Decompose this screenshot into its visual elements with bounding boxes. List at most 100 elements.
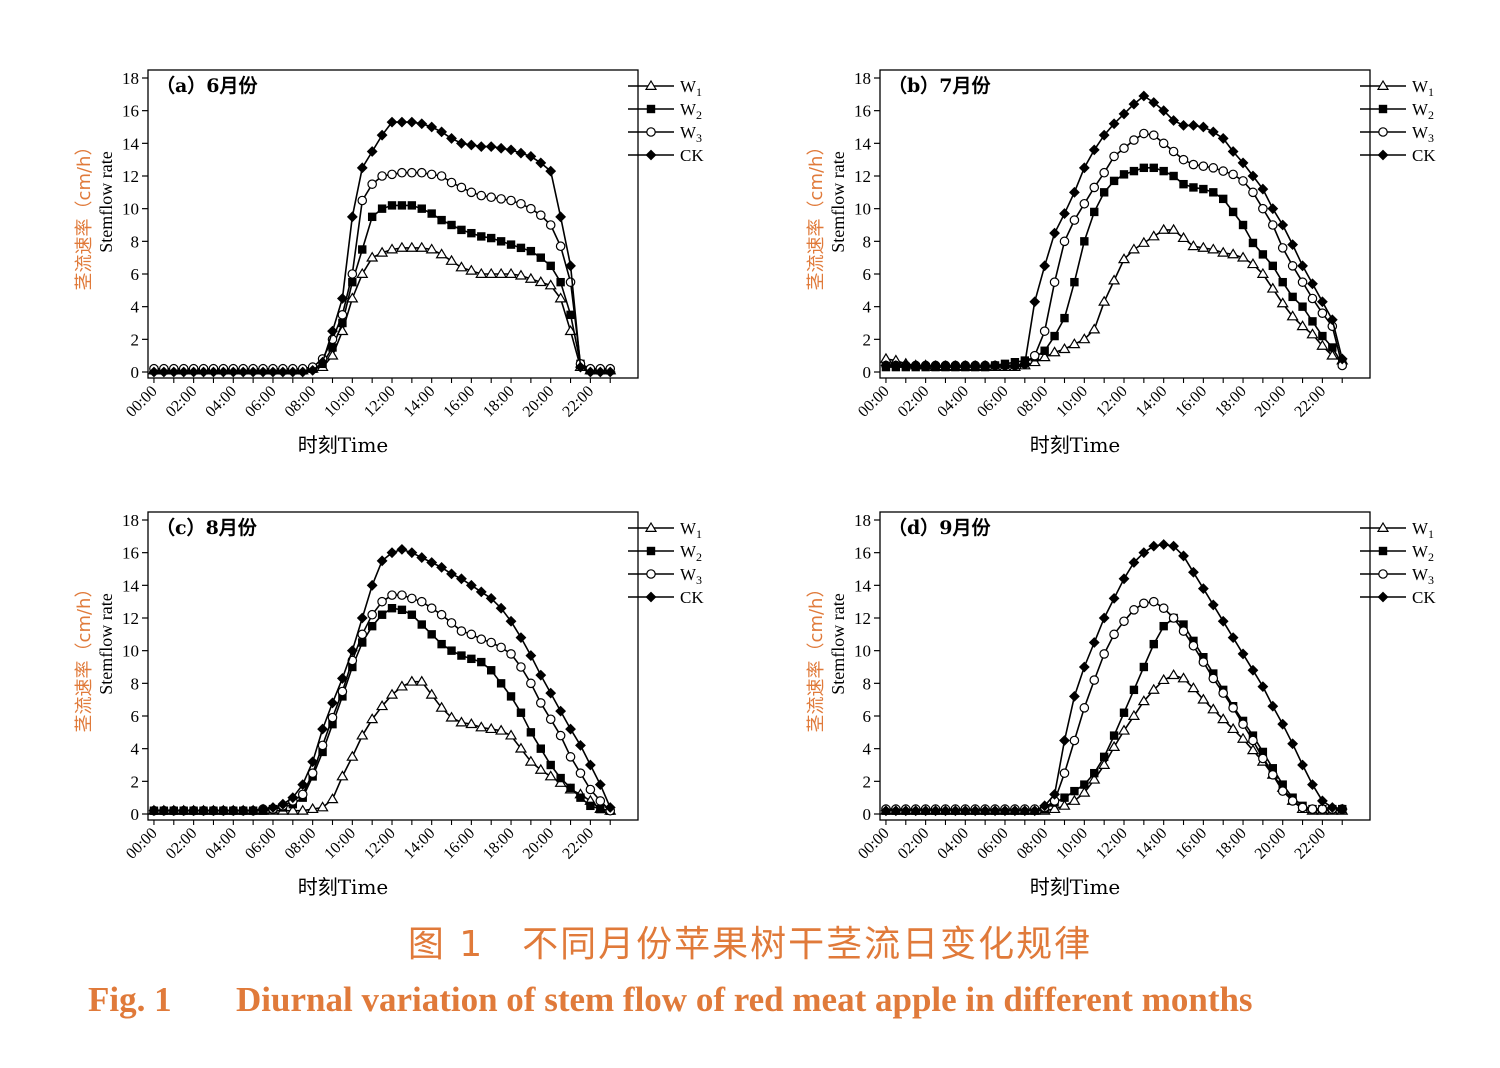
data-point (337, 686, 348, 697)
data-point (495, 267, 508, 278)
data-point (435, 701, 448, 712)
data-point (1080, 780, 1089, 789)
data-point (396, 544, 408, 555)
data-point (1158, 603, 1169, 613)
x-tick-label: 20:00 (520, 383, 558, 421)
x-tick-label: 18:00 (480, 825, 518, 863)
data-point (1189, 636, 1198, 646)
data-point (178, 366, 190, 378)
y-tick-label: 14 (122, 576, 140, 595)
data-point (348, 277, 357, 287)
data-point (556, 773, 565, 783)
legend-marker (1378, 127, 1388, 137)
data-point (188, 366, 200, 378)
legend-marker (1378, 546, 1388, 556)
data-point (326, 793, 339, 804)
y-tick-label: 14 (854, 576, 872, 595)
data-point (1078, 162, 1090, 174)
data-point (1287, 261, 1298, 271)
data-point (397, 201, 407, 210)
data-point (1147, 230, 1160, 241)
data-point (565, 277, 576, 287)
data-point (328, 719, 337, 729)
data-point (1038, 351, 1051, 362)
y-axis-label-cn: 茎流速率（cm/h） (806, 580, 827, 733)
y-tick-label: 12 (854, 609, 871, 628)
data-point (1137, 695, 1150, 706)
y-tick-label: 10 (854, 200, 871, 219)
x-tick-label: 18:00 (1212, 825, 1250, 863)
data-point (1208, 163, 1219, 173)
legend-label: W3 (680, 565, 702, 587)
data-point (317, 723, 328, 735)
data-point (486, 233, 496, 243)
x-tick-label: 14:00 (1133, 825, 1171, 863)
series-line-ck (886, 95, 1343, 367)
data-point (1039, 260, 1051, 272)
x-tick-label: 02:00 (163, 383, 201, 421)
data-point (1248, 735, 1258, 746)
data-point (1098, 758, 1111, 769)
data-point (594, 366, 606, 378)
data-point (465, 717, 478, 729)
data-point (1257, 183, 1269, 195)
data-point (347, 269, 358, 279)
chart-title: （a）6月份 (156, 74, 259, 97)
data-point (525, 650, 537, 661)
data-point (1099, 752, 1109, 762)
data-point (437, 639, 446, 649)
data-point (1058, 342, 1071, 354)
data-point (880, 805, 892, 817)
data-point (387, 169, 397, 180)
data-point (416, 118, 428, 130)
data-point (297, 779, 309, 790)
data-point (1109, 151, 1119, 162)
data-point (1039, 800, 1051, 812)
data-point (1297, 802, 1308, 813)
legend-label: W3 (1412, 123, 1434, 145)
data-point (1277, 219, 1289, 231)
x-tick-label: 06:00 (974, 383, 1012, 421)
data-point (890, 805, 902, 817)
legend-marker (644, 79, 658, 90)
data-point (158, 805, 170, 817)
data-point (168, 805, 180, 817)
data-point (604, 802, 616, 813)
data-point (1227, 146, 1239, 157)
legend-item-w1: W1 (1360, 77, 1434, 99)
data-point (1109, 629, 1119, 640)
data-point (505, 615, 517, 627)
data-point (425, 688, 438, 699)
series-w3 (881, 128, 1348, 371)
data-point (920, 805, 932, 817)
data-point (604, 366, 616, 378)
x-tick-label: 18:00 (1212, 383, 1250, 421)
data-point (1217, 615, 1229, 627)
data-point (475, 586, 487, 598)
data-point (1218, 194, 1228, 204)
data-point (1227, 632, 1239, 643)
y-tick-label: 6 (131, 265, 140, 284)
data-point (1108, 593, 1120, 604)
data-point (475, 141, 487, 152)
data-point (1139, 598, 1149, 609)
x-tick-label: 08:00 (1014, 383, 1052, 421)
data-point (1277, 243, 1288, 253)
y-tick-label: 16 (854, 102, 871, 121)
y-tick-label: 18 (122, 69, 139, 88)
data-point (535, 669, 547, 681)
data-point (467, 228, 476, 238)
data-point (1258, 203, 1268, 214)
data-point (416, 167, 427, 178)
data-point (1059, 768, 1070, 778)
legend-item-ck: CK (1360, 146, 1436, 165)
data-point (1169, 171, 1178, 181)
data-point (356, 267, 369, 278)
data-point (504, 729, 518, 740)
plot-frame (147, 511, 639, 821)
legend-label: W2 (680, 542, 702, 564)
data-point (1316, 339, 1329, 350)
data-point (1258, 250, 1268, 259)
data-point (575, 768, 586, 778)
data-point (545, 714, 556, 725)
